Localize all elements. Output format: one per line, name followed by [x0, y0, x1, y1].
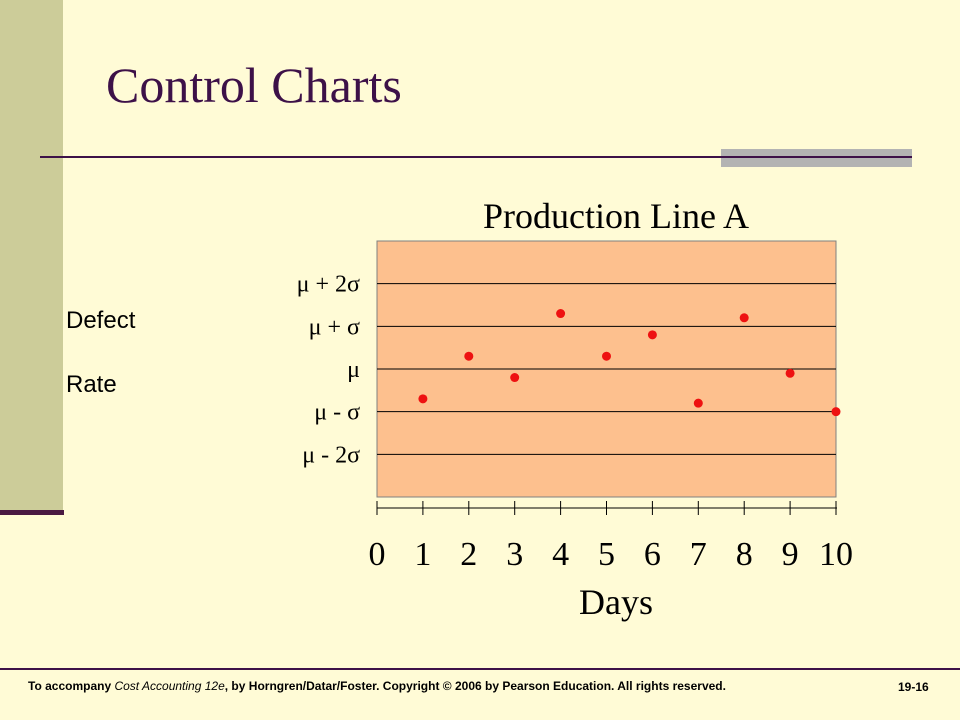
- sidebar-tick: [0, 510, 64, 515]
- x-tick-label: 4: [552, 536, 569, 573]
- x-tick-label: 7: [690, 536, 707, 573]
- data-point: [464, 351, 474, 361]
- x-tick-label: 3: [506, 536, 523, 573]
- y-level-label: μ + σ: [309, 314, 360, 340]
- title-divider-overlay: [721, 156, 912, 158]
- x-tick-label: 1: [414, 536, 431, 573]
- data-point: [647, 330, 657, 340]
- footer-copyright: To accompany Cost Accounting 12e, by Hor…: [28, 680, 726, 692]
- page-title: Control Charts: [106, 57, 402, 113]
- data-point: [418, 394, 428, 404]
- x-tick-label: 6: [644, 536, 661, 573]
- x-axis-title: Days: [579, 582, 653, 622]
- title-accent-bar: [721, 149, 912, 167]
- data-point: [556, 309, 566, 319]
- y-level-label: μ: [347, 357, 360, 383]
- x-tick-label: 10: [819, 536, 853, 573]
- sidebar-stripe: [0, 0, 63, 512]
- y-axis-label-rate: Rate: [66, 371, 117, 398]
- data-point: [602, 351, 611, 361]
- data-point: [785, 368, 795, 378]
- y-level-label: μ - σ: [314, 400, 360, 426]
- page-number: 19-16: [898, 680, 929, 694]
- footer-prefix: To accompany: [28, 679, 115, 693]
- x-tick-label: 9: [782, 536, 799, 573]
- data-point: [693, 398, 703, 408]
- footer-book-title: Cost Accounting 12e: [114, 679, 225, 693]
- chart-title: Production Line A: [483, 196, 749, 236]
- x-tick-label: 2: [460, 536, 477, 573]
- x-tick-label: 0: [369, 536, 386, 573]
- data-point: [510, 373, 520, 383]
- data-point: [831, 407, 841, 417]
- y-level-label: μ - 2σ: [302, 442, 360, 468]
- y-level-label: μ + 2σ: [297, 272, 360, 298]
- title-divider: [40, 156, 912, 158]
- footer-divider: [0, 668, 960, 670]
- y-axis-label-defect: Defect: [66, 307, 136, 334]
- control-chart: Production Line A 0 1 2 3 4 5 6 7 8 9 10 μ + 2σ μ +…: [297, 196, 853, 622]
- footer-suffix: , by Horngren/Datar/Foster. Copyright © …: [224, 679, 726, 693]
- x-tick-label: 5: [598, 536, 615, 573]
- x-tick-label: 8: [736, 536, 753, 573]
- data-point: [739, 313, 749, 323]
